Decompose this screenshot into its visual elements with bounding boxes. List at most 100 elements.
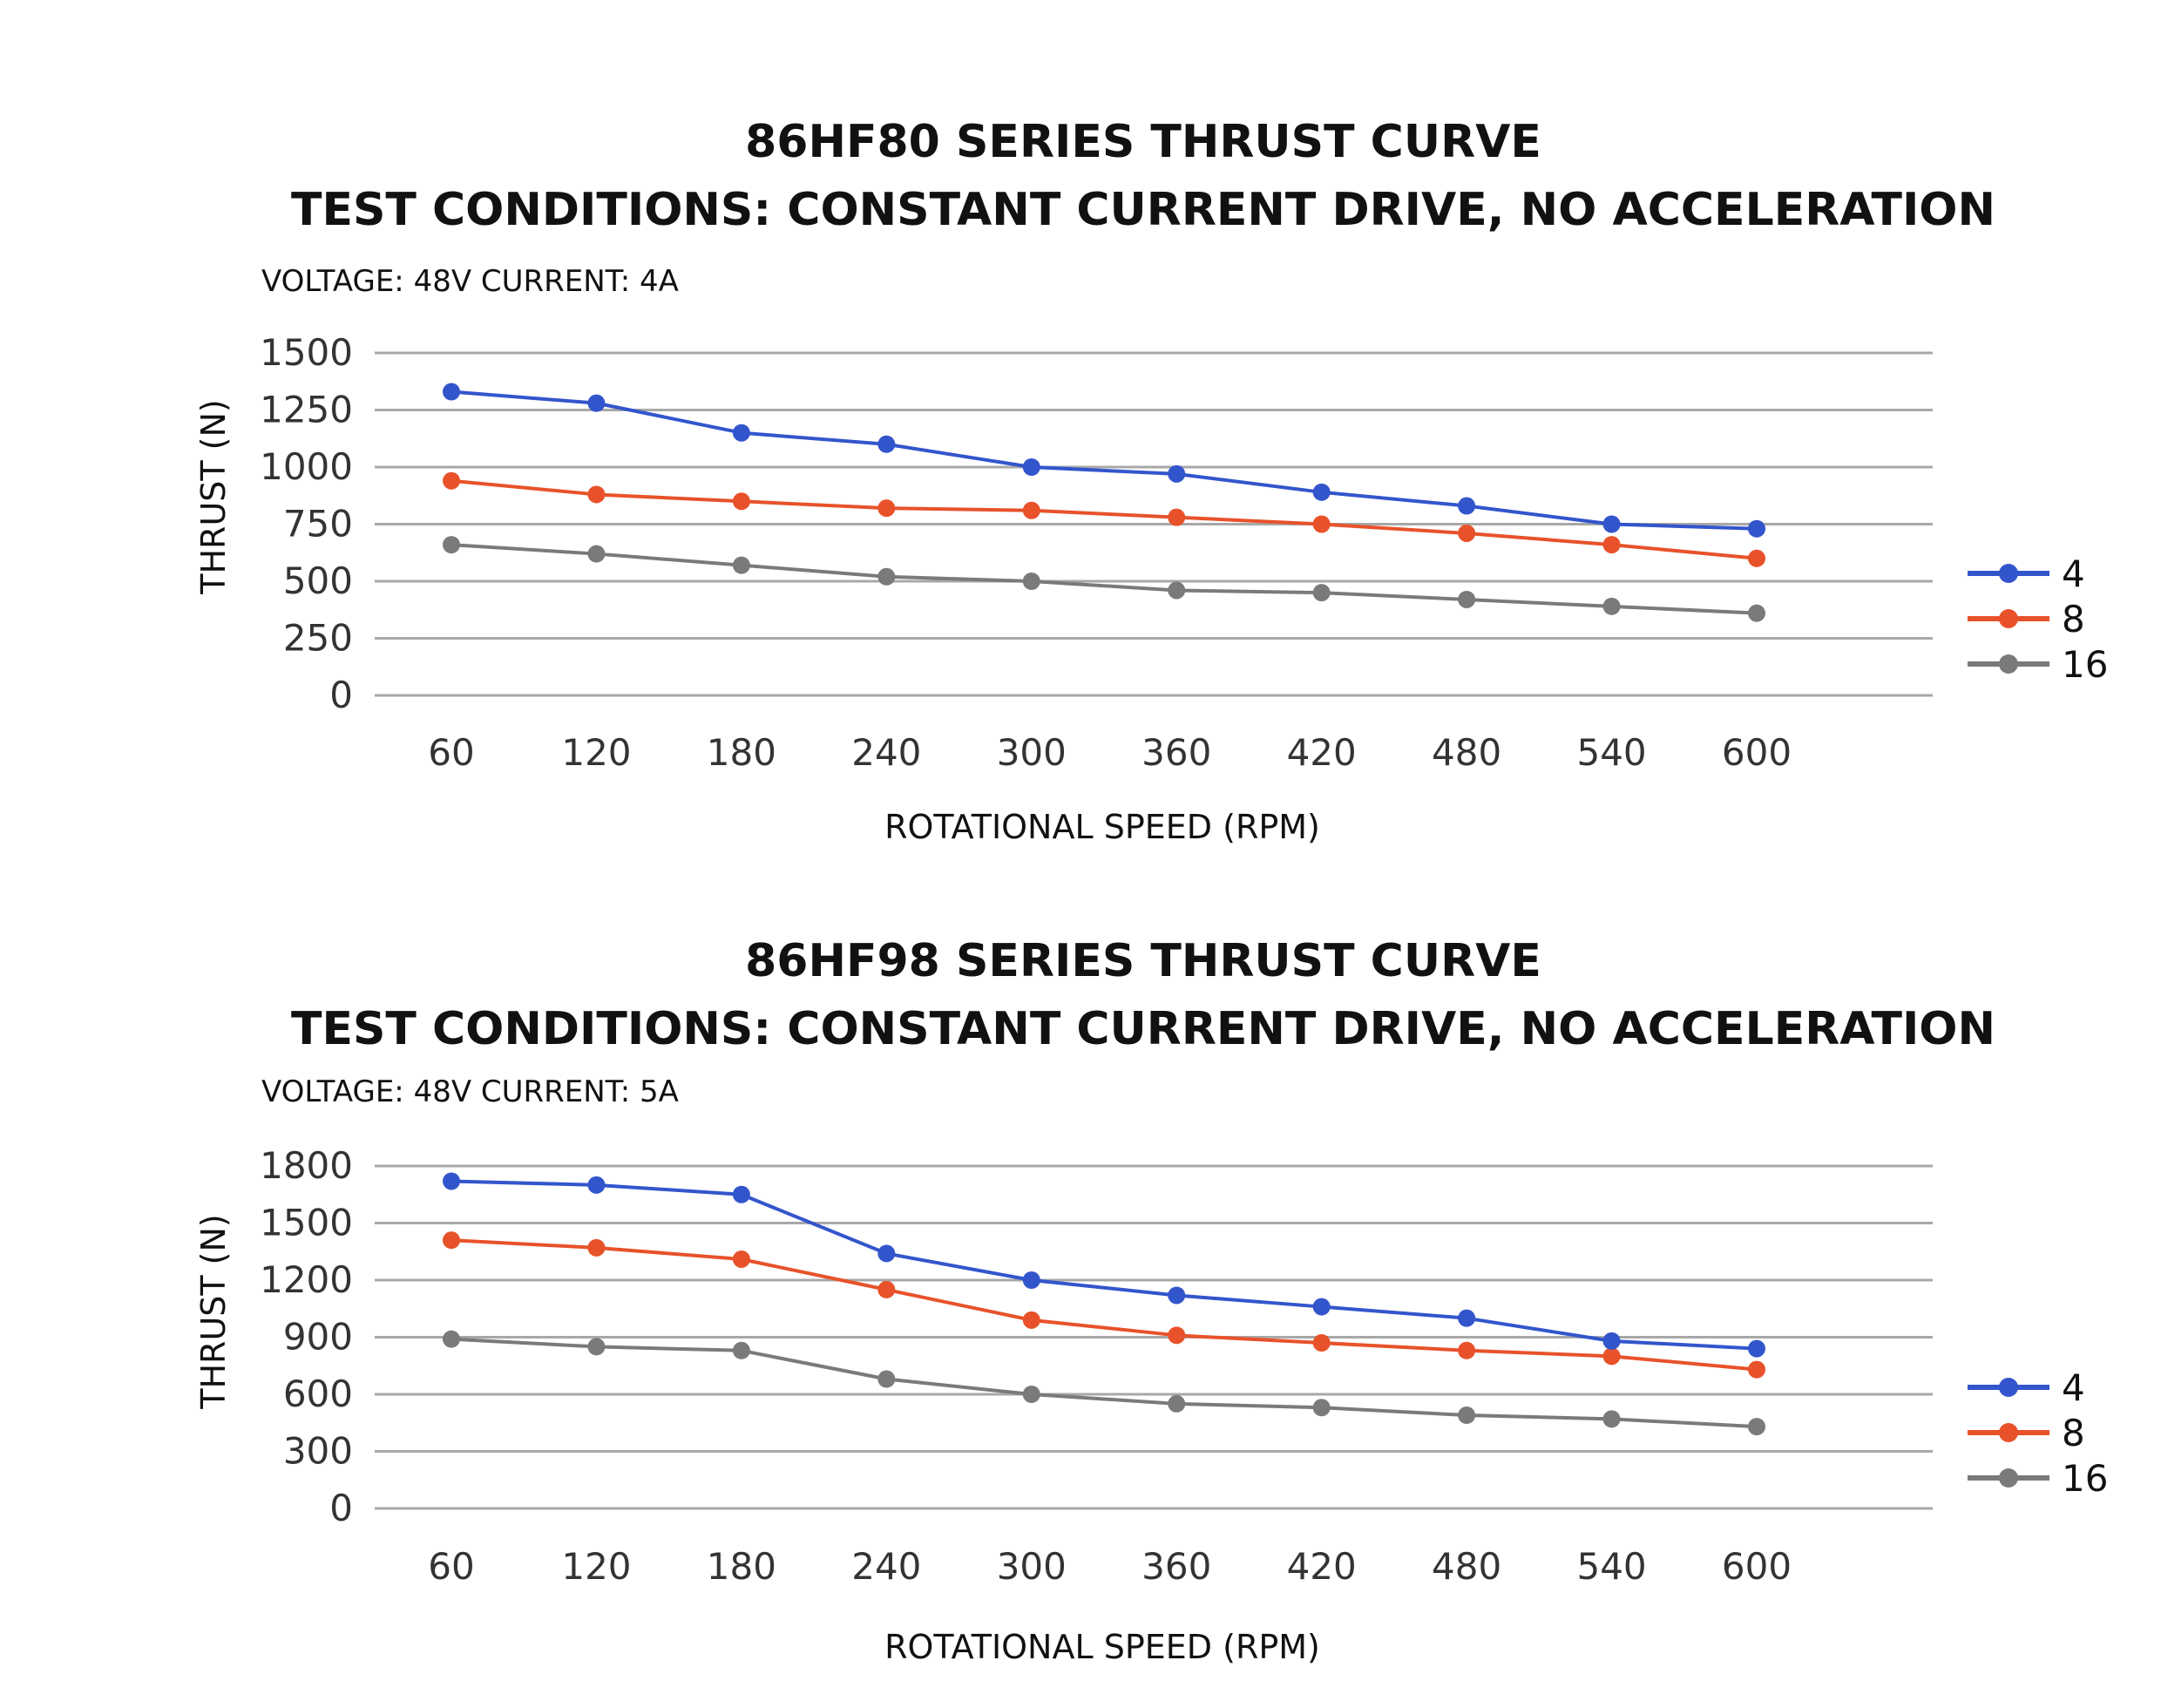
x-tick-label: 360	[1141, 1545, 1211, 1588]
legend-swatch-marker	[1999, 609, 2018, 628]
series-line-16	[450, 543, 1758, 615]
legend-swatch-marker	[1999, 1378, 2018, 1397]
legend-label: 16	[2062, 643, 2108, 686]
legend-swatch-marker	[1999, 564, 2018, 583]
legend-swatch-marker	[1999, 654, 2018, 674]
x-tick-label: 180	[707, 1545, 776, 1588]
x-tick-labels: 60 120 180 240 300 360 420 480 540 600	[428, 731, 1792, 774]
data-point-4	[1168, 1286, 1186, 1305]
data-point-4	[1458, 497, 1476, 515]
data-point-4	[443, 383, 460, 401]
data-point-8	[1458, 524, 1476, 542]
data-point-4	[732, 424, 750, 442]
data-point-16	[1168, 1394, 1186, 1413]
data-point-8	[877, 1280, 896, 1298]
data-point-4	[1312, 1298, 1331, 1316]
data-point-16	[1458, 1406, 1476, 1425]
x-tick-labels: 60 120 180 240 300 360 420 480 540 600	[428, 1545, 1792, 1588]
data-series	[443, 1172, 1765, 1436]
x-tick-label: 600	[1722, 1545, 1792, 1588]
data-point-16	[1458, 590, 1476, 608]
data-point-16	[1602, 1410, 1621, 1428]
x-tick-label: 300	[997, 731, 1067, 774]
series-line-4	[450, 390, 1758, 531]
data-point-16	[587, 1338, 606, 1356]
data-point-4	[1602, 515, 1621, 533]
data-point-8	[587, 1238, 606, 1257]
y-tick-label: 1200	[260, 1258, 353, 1301]
data-point-16	[877, 567, 896, 586]
x-tick-label: 420	[1287, 1545, 1357, 1588]
data-point-4	[1168, 464, 1186, 483]
legend-label: 16	[2062, 1457, 2108, 1500]
y-axis-title: THRUST (N)	[194, 1214, 233, 1410]
series-line-8	[450, 478, 1758, 560]
y-tick-label: 750	[283, 503, 353, 546]
y-tick-label: 1000	[260, 445, 353, 488]
data-point-4	[877, 1244, 896, 1263]
data-point-8	[443, 471, 460, 490]
x-axis-title: ROTATIONAL SPEED (RPM)	[884, 808, 1320, 846]
test-conditions: VOLTAGE: 48V CURRENT: 5A	[261, 1074, 679, 1109]
y-tick-label: 1800	[260, 1144, 353, 1187]
y-tick-label: 300	[283, 1430, 353, 1473]
y-tick-labels: 0 300 600 900 1200 1500 1800	[260, 1144, 353, 1529]
x-tick-label: 540	[1576, 731, 1646, 774]
data-point-16	[732, 556, 750, 574]
data-point-8	[1022, 501, 1040, 519]
y-tick-label: 250	[283, 617, 353, 660]
x-tick-label: 60	[428, 1545, 474, 1588]
x-tick-label: 240	[851, 1545, 921, 1588]
data-point-16	[1748, 604, 1765, 622]
y-tick-label: 0	[329, 674, 353, 716]
series-line-8	[450, 1238, 1758, 1372]
data-point-16	[443, 536, 460, 554]
data-point-16	[1168, 581, 1186, 600]
x-tick-label: 60	[428, 731, 474, 774]
y-tick-label: 1500	[260, 1202, 353, 1244]
y-tick-label: 900	[283, 1316, 353, 1359]
series-line-16	[450, 1337, 1758, 1429]
data-point-16	[1748, 1418, 1765, 1436]
data-point-16	[1312, 1399, 1331, 1417]
chart-subtitle: TEST CONDITIONS: CONSTANT CURRENT DRIVE,…	[291, 184, 1995, 236]
data-point-4	[877, 435, 896, 453]
data-point-16	[877, 1370, 896, 1388]
data-point-8	[443, 1231, 460, 1250]
data-point-8	[1748, 549, 1765, 567]
x-tick-label: 120	[561, 731, 631, 774]
data-point-8	[1458, 1341, 1476, 1359]
legend-label: 8	[2062, 1412, 2085, 1454]
legend-swatch-marker	[1999, 1468, 2018, 1488]
y-tick-label: 0	[329, 1487, 353, 1529]
data-series	[443, 383, 1765, 622]
y-tick-labels: 0 250 500 750 1000 1250 1500	[260, 331, 353, 716]
x-tick-label: 240	[851, 731, 921, 774]
legend-label: 4	[2062, 1366, 2085, 1409]
data-point-8	[1168, 1326, 1186, 1345]
x-axis-title: ROTATIONAL SPEED (RPM)	[884, 1628, 1320, 1666]
x-tick-label: 120	[561, 1545, 631, 1588]
x-tick-label: 540	[1576, 1545, 1646, 1588]
data-point-4	[1458, 1309, 1476, 1327]
x-tick-label: 480	[1432, 1545, 1501, 1588]
data-point-4	[1312, 483, 1331, 501]
data-point-4	[1748, 1339, 1765, 1358]
chart-title: 86HF98 SERIES THRUST CURVE	[745, 935, 1541, 987]
series-line-4	[450, 1179, 1758, 1351]
data-point-4	[1602, 1332, 1621, 1350]
data-point-8	[1312, 1334, 1331, 1352]
y-tick-label: 500	[283, 559, 353, 602]
chart-86hf98: 86HF98 SERIES THRUST CURVE TEST CONDITIO…	[194, 935, 2108, 1666]
data-point-8	[1602, 536, 1621, 554]
data-point-4	[1022, 1271, 1040, 1289]
data-point-16	[1312, 584, 1331, 602]
data-point-8	[1602, 1347, 1621, 1366]
chart-86hf80: 86HF80 SERIES THRUST CURVE TEST CONDITIO…	[194, 116, 2108, 846]
x-tick-label: 600	[1722, 731, 1792, 774]
data-point-8	[732, 1250, 750, 1268]
data-point-8	[1312, 515, 1331, 533]
data-point-8	[587, 485, 606, 504]
data-point-8	[1168, 508, 1186, 526]
